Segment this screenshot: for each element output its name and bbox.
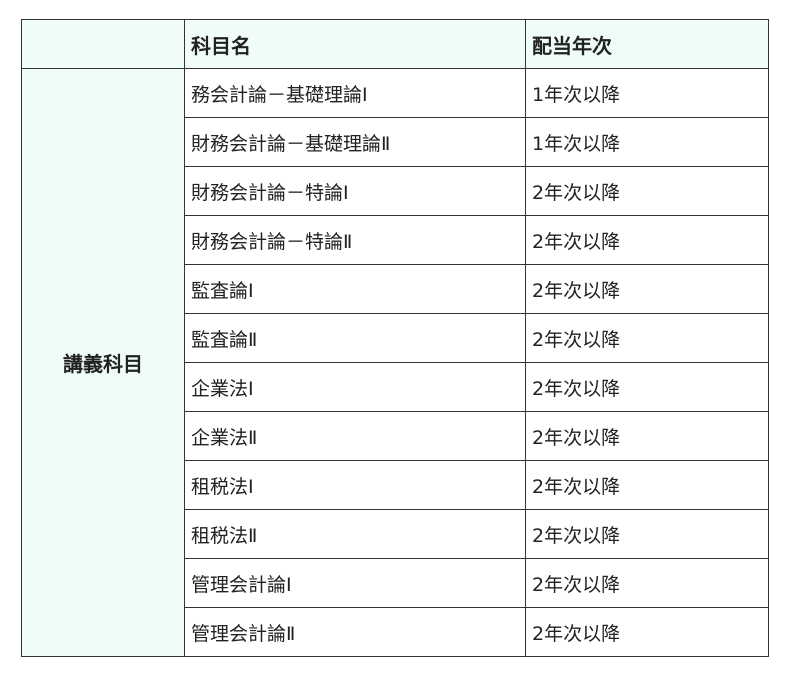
year-cell: 2年次以降 [525, 558, 769, 608]
year-cell: 2年次以降 [525, 362, 769, 412]
group-label: 講義科目 [21, 68, 185, 657]
course-name-cell: 財務会計論－特論Ⅰ [184, 166, 526, 216]
year-cell: 2年次以降 [525, 313, 769, 363]
course-name-cell: 監査論Ⅰ [184, 264, 526, 314]
course-name-cell: 管理会計論Ⅰ [184, 558, 526, 608]
year-cell: 2年次以降 [525, 411, 769, 461]
header-empty [21, 19, 185, 69]
table-row: 講義科目 務会計論－基礎理論Ⅰ 1年次以降 [21, 68, 769, 657]
table-row: 管理会計論Ⅱ 2年次以降 [22, 607, 769, 657]
table-row: 企業法Ⅰ 2年次以降 [22, 362, 769, 412]
year-cell: 2年次以降 [525, 215, 769, 265]
header-course-name: 科目名 [184, 19, 526, 69]
table-row: 財務会計論－特論Ⅱ 2年次以降 [22, 215, 769, 265]
course-name-cell: 財務会計論－基礎理論Ⅱ [184, 117, 526, 167]
table-row: 財務会計論－基礎理論Ⅱ 1年次以降 [22, 117, 769, 167]
year-cell: 2年次以降 [525, 264, 769, 314]
table-row: 租税法Ⅰ 2年次以降 [22, 460, 769, 510]
course-name-cell: 租税法Ⅱ [184, 509, 526, 559]
table-row: 財務会計論－特論Ⅰ 2年次以降 [22, 166, 769, 216]
table-row: 管理会計論Ⅰ 2年次以降 [22, 558, 769, 608]
year-cell: 1年次以降 [525, 68, 769, 118]
course-name-cell: 租税法Ⅰ [184, 460, 526, 510]
course-name-cell: 企業法Ⅰ [184, 362, 526, 412]
header-row: 科目名 配当年次 [21, 19, 769, 69]
year-cell: 2年次以降 [525, 607, 769, 657]
year-cell: 2年次以降 [525, 509, 769, 559]
table-row: 租税法Ⅱ 2年次以降 [22, 509, 769, 559]
table-row: 監査論Ⅰ 2年次以降 [22, 264, 769, 314]
year-cell: 2年次以降 [525, 460, 769, 510]
course-name-cell: 財務会計論－特論Ⅱ [184, 215, 526, 265]
table-row: 監査論Ⅱ 2年次以降 [22, 313, 769, 363]
year-cell: 2年次以降 [525, 166, 769, 216]
year-cell: 1年次以降 [525, 117, 769, 167]
course-name-cell: 務会計論－基礎理論Ⅰ [184, 68, 526, 118]
course-name-cell: 監査論Ⅱ [184, 313, 526, 363]
header-year: 配当年次 [525, 19, 769, 69]
course-name-cell: 管理会計論Ⅱ [184, 607, 526, 657]
course-name-cell: 企業法Ⅱ [184, 411, 526, 461]
table-row: 企業法Ⅱ 2年次以降 [22, 411, 769, 461]
course-table: 科目名 配当年次 講義科目 務会計論－基礎理論Ⅰ 1年次以降 財務会計論－基礎理論Ⅱ 1… [21, 19, 769, 657]
